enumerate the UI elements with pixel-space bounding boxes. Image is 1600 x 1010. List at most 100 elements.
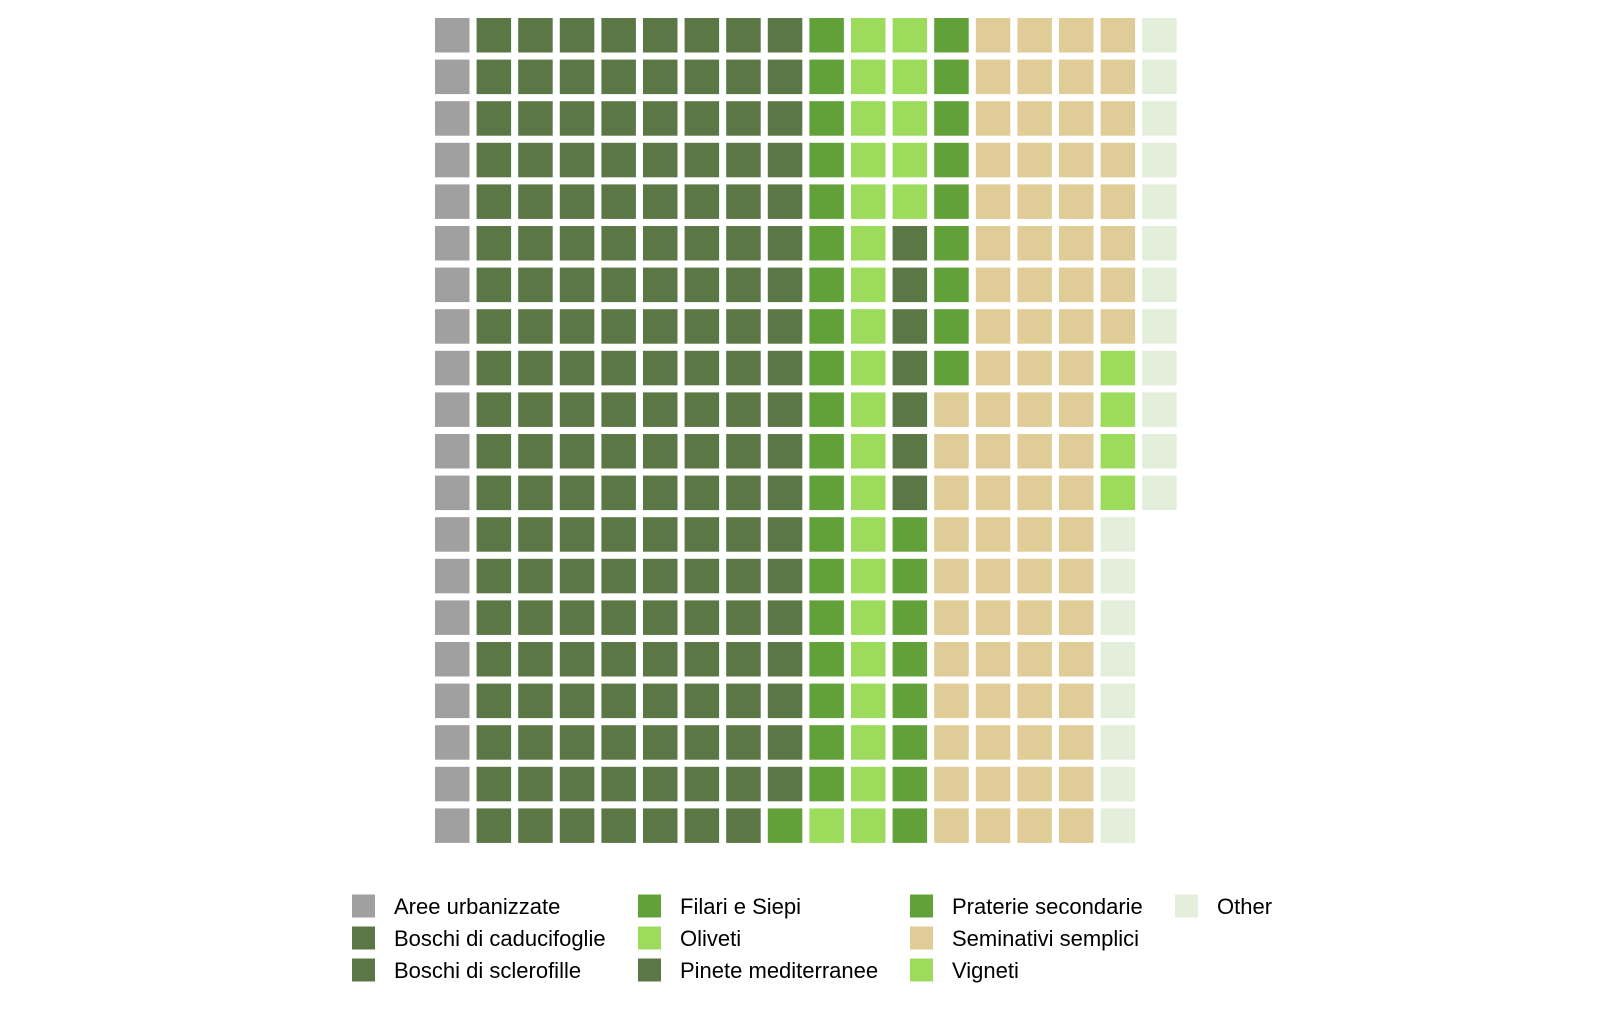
waffle-cell (975, 600, 1011, 635)
waffle-cell (1142, 184, 1177, 219)
waffle-cell (892, 642, 928, 677)
waffle-cell (809, 184, 844, 219)
legend-label: Boschi di sclerofille (394, 958, 581, 983)
waffle-cell (559, 392, 595, 427)
waffle-cell (1059, 517, 1094, 552)
waffle-cell (1017, 600, 1052, 635)
waffle-cell (892, 475, 928, 511)
waffle-cell (476, 725, 512, 760)
waffle-cell (518, 600, 553, 635)
waffle-cell (975, 226, 1011, 261)
waffle-cell (601, 808, 636, 843)
waffle-cell (559, 683, 595, 719)
waffle-cell (601, 517, 636, 552)
legend-swatch (352, 958, 375, 982)
waffle-cell (1017, 350, 1052, 386)
waffle-cell (518, 101, 553, 136)
waffle-cell (767, 808, 803, 843)
waffle-cell (892, 267, 928, 303)
waffle-cell (726, 600, 761, 635)
waffle-cell (684, 226, 720, 261)
waffle-cell (1100, 475, 1136, 511)
waffle-cell (975, 267, 1011, 303)
waffle-cell (518, 517, 553, 552)
waffle-cell (601, 683, 636, 719)
waffle-cell (851, 642, 886, 677)
waffle-cell (1100, 517, 1136, 552)
waffle-cell (1100, 683, 1136, 719)
legend-swatch (638, 958, 661, 982)
waffle-cell (934, 683, 969, 719)
waffle-cell (684, 475, 720, 511)
waffle-cell (1059, 142, 1094, 178)
waffle-cell (809, 434, 844, 469)
waffle-cell (518, 18, 553, 53)
waffle-cell (601, 309, 636, 344)
waffle-cell (684, 18, 720, 53)
waffle-cell (892, 18, 928, 53)
waffle-cell (1100, 434, 1136, 469)
waffle-cell (1017, 18, 1052, 53)
waffle-cell (435, 392, 470, 427)
waffle-cell (851, 434, 886, 469)
waffle-cell (726, 309, 761, 344)
waffle-cell (1017, 558, 1052, 594)
waffle-cell (726, 59, 761, 95)
waffle-cell (643, 350, 678, 386)
waffle-cell (767, 517, 803, 552)
waffle-cell (476, 350, 512, 386)
waffle-cell (1017, 142, 1052, 178)
waffle-cell (601, 142, 636, 178)
waffle-cell (892, 309, 928, 344)
waffle-cell (1059, 808, 1094, 843)
waffle-cell (1017, 517, 1052, 552)
waffle-cell (559, 18, 595, 53)
waffle-cell (559, 59, 595, 95)
waffle-cell (643, 600, 678, 635)
legend-label: Aree urbanizzate (394, 894, 560, 919)
waffle-cell (767, 392, 803, 427)
waffle-cell (975, 475, 1011, 511)
legend-item: Aree urbanizzate (352, 894, 560, 919)
waffle-cell (767, 184, 803, 219)
legend-label: Seminativi semplici (952, 926, 1139, 951)
waffle-cell (809, 600, 844, 635)
waffle-cell (435, 517, 470, 552)
waffle-cell (809, 350, 844, 386)
waffle-cell (726, 434, 761, 469)
waffle-cell (559, 184, 595, 219)
waffle-cell (435, 350, 470, 386)
waffle-cell (518, 184, 553, 219)
waffle-cell (1100, 101, 1136, 136)
waffle-cell (726, 808, 761, 843)
waffle-cell (559, 434, 595, 469)
waffle-cell (1100, 642, 1136, 677)
waffle-cell (809, 142, 844, 178)
waffle-cell (934, 434, 969, 469)
waffle-cell (767, 683, 803, 719)
legend-swatch (910, 926, 933, 950)
waffle-cell (684, 101, 720, 136)
waffle-cell (518, 309, 553, 344)
waffle-cell (559, 475, 595, 511)
waffle-cell (643, 683, 678, 719)
legend-swatch (352, 894, 375, 918)
waffle-cell (892, 766, 928, 802)
waffle-cell (851, 392, 886, 427)
waffle-cell (1100, 766, 1136, 802)
legend-swatch (910, 894, 933, 918)
waffle-cell (851, 309, 886, 344)
waffle-cell (767, 600, 803, 635)
legend-item: Other (1175, 894, 1272, 919)
waffle-cell (1100, 392, 1136, 427)
waffle-cell (975, 725, 1011, 760)
waffle-cell (601, 600, 636, 635)
legend-label: Boschi di caducifoglie (394, 926, 606, 951)
waffle-cell (435, 808, 470, 843)
waffle-cell (476, 59, 512, 95)
waffle-cell (726, 766, 761, 802)
waffle-cell (975, 392, 1011, 427)
waffle-cell (851, 766, 886, 802)
waffle-cell (726, 350, 761, 386)
waffle-cell (851, 350, 886, 386)
